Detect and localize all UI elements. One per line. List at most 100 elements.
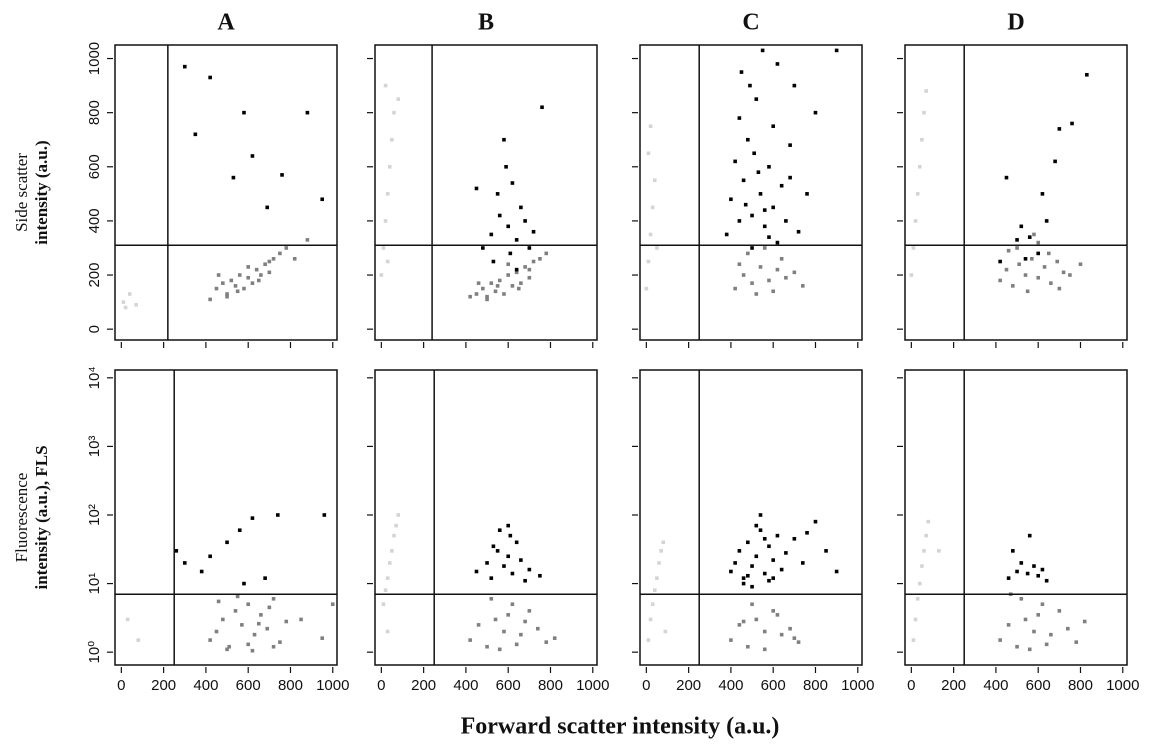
point bbox=[767, 544, 771, 549]
point bbox=[330, 602, 335, 607]
point bbox=[527, 567, 532, 572]
point bbox=[754, 554, 759, 559]
point bbox=[1017, 262, 1021, 267]
point bbox=[489, 576, 494, 580]
point bbox=[263, 262, 267, 267]
point bbox=[762, 629, 767, 634]
point bbox=[381, 602, 386, 607]
plot-frame bbox=[114, 369, 338, 666]
point bbox=[485, 644, 489, 649]
y-axis-label: Side scatter intensity (a.u.) bbox=[12, 140, 51, 244]
point bbox=[233, 284, 238, 288]
point bbox=[390, 549, 394, 553]
panel-title: B bbox=[478, 10, 494, 36]
point bbox=[796, 229, 801, 234]
point bbox=[771, 576, 775, 580]
point bbox=[646, 151, 651, 156]
point bbox=[242, 581, 246, 586]
point bbox=[468, 638, 472, 642]
point bbox=[383, 588, 388, 593]
point bbox=[267, 270, 272, 275]
point bbox=[788, 175, 792, 180]
point bbox=[497, 213, 502, 218]
x-tick-label: 800 bbox=[538, 677, 563, 694]
point bbox=[1049, 632, 1053, 637]
point bbox=[502, 292, 506, 296]
point bbox=[733, 561, 737, 565]
point bbox=[737, 549, 742, 553]
point bbox=[737, 262, 742, 267]
point bbox=[508, 533, 513, 538]
point bbox=[527, 609, 532, 613]
y-tick-label: 800 bbox=[86, 100, 103, 125]
x-tick-label: 400 bbox=[983, 677, 1008, 694]
point bbox=[476, 281, 481, 285]
point bbox=[235, 594, 240, 599]
point bbox=[1061, 270, 1066, 275]
point bbox=[779, 632, 784, 637]
point bbox=[1057, 286, 1062, 291]
x-tick-label: 600 bbox=[236, 677, 261, 694]
point bbox=[1019, 561, 1024, 565]
point bbox=[208, 638, 212, 642]
point bbox=[737, 116, 742, 120]
y-axis-label-line: intensity (a.u.), FLS bbox=[32, 445, 51, 589]
point bbox=[911, 638, 916, 642]
point bbox=[252, 632, 257, 637]
x-tick-label: 1000 bbox=[316, 677, 349, 694]
point bbox=[784, 551, 788, 555]
point bbox=[750, 602, 754, 607]
point bbox=[796, 640, 801, 644]
point bbox=[918, 581, 922, 586]
point bbox=[648, 617, 653, 622]
point bbox=[743, 202, 748, 207]
point bbox=[527, 267, 532, 272]
point bbox=[760, 48, 765, 53]
point bbox=[775, 533, 780, 538]
point bbox=[305, 110, 310, 115]
point bbox=[136, 638, 141, 642]
point bbox=[246, 642, 250, 647]
point bbox=[834, 48, 839, 53]
point bbox=[237, 528, 242, 533]
point bbox=[510, 571, 515, 576]
point bbox=[1074, 640, 1079, 644]
point bbox=[729, 569, 733, 574]
y-tick-label: 1000 bbox=[86, 42, 103, 75]
point bbox=[271, 257, 276, 261]
x-tick-label: 0 bbox=[907, 677, 915, 694]
y-tick-label: 10⁰ bbox=[86, 641, 103, 664]
point bbox=[915, 192, 920, 196]
point bbox=[322, 513, 327, 517]
point bbox=[741, 581, 746, 586]
y-tick-label: 400 bbox=[86, 208, 103, 233]
point bbox=[250, 516, 255, 520]
point bbox=[225, 294, 229, 299]
point bbox=[737, 623, 742, 627]
point bbox=[502, 137, 506, 142]
point bbox=[485, 297, 489, 302]
point bbox=[998, 259, 1002, 264]
point bbox=[805, 530, 809, 535]
point bbox=[276, 513, 280, 517]
point bbox=[922, 549, 926, 553]
x-tick-label: 600 bbox=[496, 677, 521, 694]
x-tick-label: 0 bbox=[377, 677, 385, 694]
point bbox=[775, 267, 780, 272]
point bbox=[506, 613, 510, 617]
point bbox=[920, 137, 924, 142]
point bbox=[1025, 571, 1030, 576]
point bbox=[756, 170, 761, 175]
point bbox=[481, 246, 485, 250]
point bbox=[381, 246, 386, 250]
point bbox=[182, 561, 187, 565]
point bbox=[256, 621, 261, 626]
point bbox=[752, 151, 756, 156]
point bbox=[280, 173, 284, 177]
point bbox=[746, 644, 750, 649]
point bbox=[729, 638, 733, 642]
point bbox=[214, 629, 219, 634]
point bbox=[250, 281, 255, 285]
point bbox=[1066, 626, 1070, 631]
point bbox=[489, 232, 494, 237]
